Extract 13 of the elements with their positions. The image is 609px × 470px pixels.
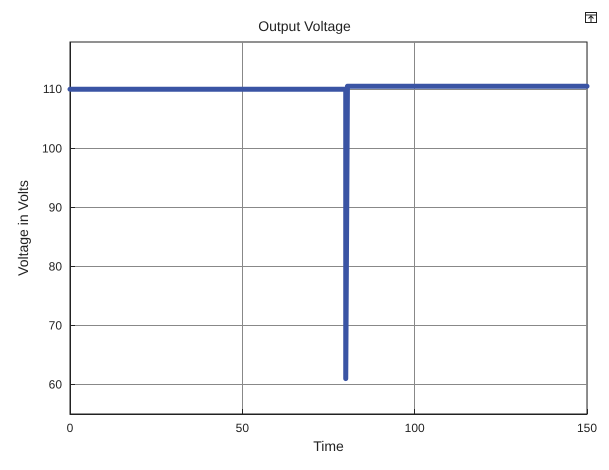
y-tick-label: 100 — [42, 141, 62, 156]
y-tick-label: 70 — [48, 318, 62, 332]
chart-title: Output Voltage — [258, 18, 352, 34]
x-tick-label: 0 — [66, 421, 74, 435]
x-tick-label: 50 — [236, 421, 250, 435]
x-tick-label: 150 — [576, 421, 598, 435]
y-tick-label: 60 — [48, 377, 62, 392]
y-tick-label: 90 — [48, 200, 62, 214]
y-axis-title: Voltage in Volts — [15, 180, 31, 276]
y-tick-label: 80 — [48, 259, 62, 274]
x-tick-label: 100 — [404, 421, 425, 435]
x-axis-title: Time — [313, 438, 344, 454]
y-tick-label: 110 — [42, 82, 62, 96]
